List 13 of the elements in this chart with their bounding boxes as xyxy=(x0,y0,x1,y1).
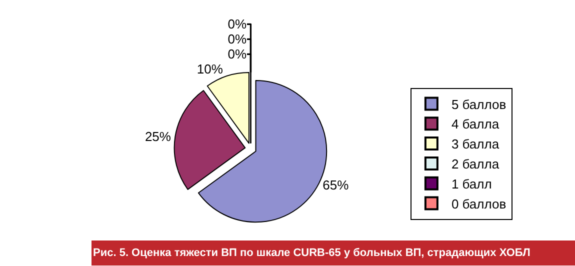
text: 0% xyxy=(228,16,247,32)
legend-label: 0 баллов xyxy=(451,196,506,212)
data-label: 65% xyxy=(322,177,350,192)
legend-label: 4 балла xyxy=(451,116,500,132)
text: Рис. 5. Оценка тяжести ВП по шкале CURB-65 у больных ВП, страдающих ХОБЛ xyxy=(93,247,530,259)
text: 0% xyxy=(228,46,247,62)
text: 0% xyxy=(228,32,247,47)
legend-label: 5 баллов xyxy=(451,96,506,112)
data-label: 25% xyxy=(144,129,172,144)
data-label: 10% xyxy=(196,62,224,77)
legend-label: 1 балл xyxy=(451,176,492,192)
legend-label: 3 балла xyxy=(451,136,500,152)
legend-label: 2 балла xyxy=(451,156,500,172)
